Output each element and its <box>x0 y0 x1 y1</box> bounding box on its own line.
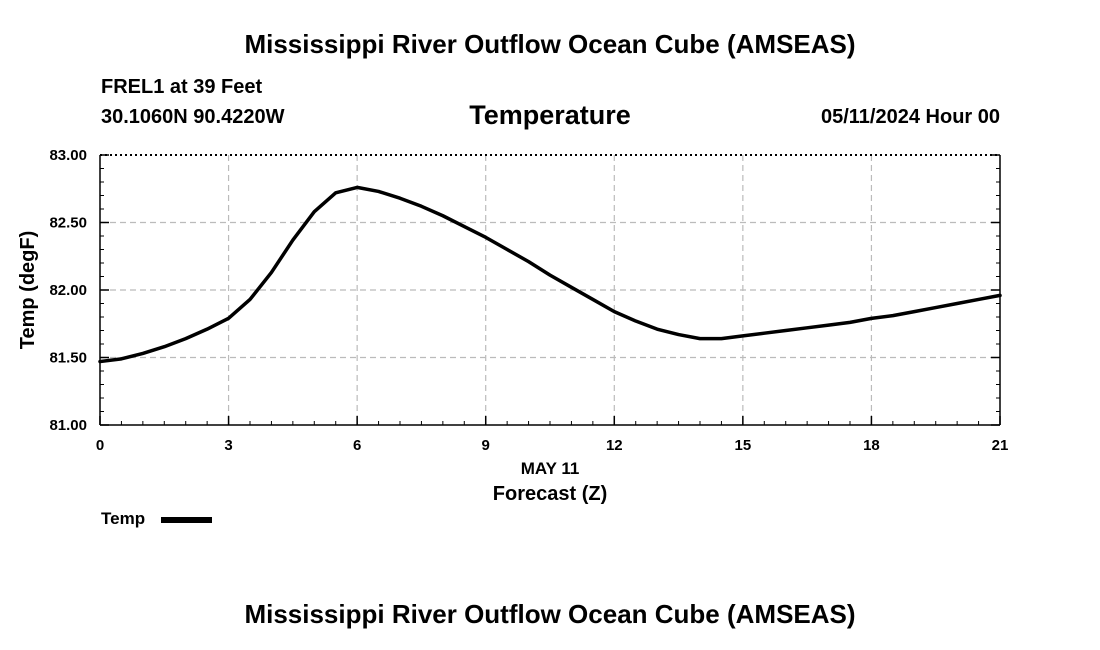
y-tick-label: 81.00 <box>49 417 87 434</box>
x-tick-label: 12 <box>606 437 623 454</box>
y-tick-label: 82.50 <box>49 215 87 232</box>
footer-title: Mississippi River Outflow Ocean Cube (AM… <box>244 599 856 629</box>
series-layer <box>98 185 1002 364</box>
x-tick-label: 0 <box>96 437 104 454</box>
x-axis-date-label: MAY 11 <box>521 459 580 478</box>
label-layer: Temp (degF) MAY 11 Forecast (Z) <box>17 231 607 505</box>
grid-layer <box>100 155 1000 425</box>
x-tick-label: 18 <box>863 437 880 454</box>
legend-swatch <box>161 517 212 523</box>
chart-title: Temperature <box>469 100 631 130</box>
temp-series-line <box>98 185 1002 364</box>
y-tick-label: 83.00 <box>49 147 87 164</box>
main-title: Mississippi River Outflow Ocean Cube (AM… <box>244 29 856 59</box>
x-tick-label: 15 <box>735 437 752 454</box>
coordinates-label: 30.1060N 90.4220W <box>101 106 285 128</box>
datetime-label: 05/11/2024 Hour 00 <box>820 106 1000 128</box>
x-tick-label: 3 <box>224 437 232 454</box>
y-axis-label: Temp (degF) <box>17 231 39 350</box>
axis-layer: 0 3 6 9 12 15 18 21 81.00 81.50 82.00 82.50 83.00 <box>49 147 1008 454</box>
legend-label: Temp <box>101 509 146 528</box>
x-tick-label: 6 <box>353 437 361 454</box>
y-tick-label: 82.00 <box>49 282 87 299</box>
x-tick-label: 21 <box>992 437 1009 454</box>
x-tick-label: 9 <box>482 437 490 454</box>
x-axis-label: Forecast (Z) <box>493 483 607 505</box>
y-tick-label: 81.50 <box>49 350 87 367</box>
station-label: FREL1 at 39 Feet <box>101 76 263 98</box>
